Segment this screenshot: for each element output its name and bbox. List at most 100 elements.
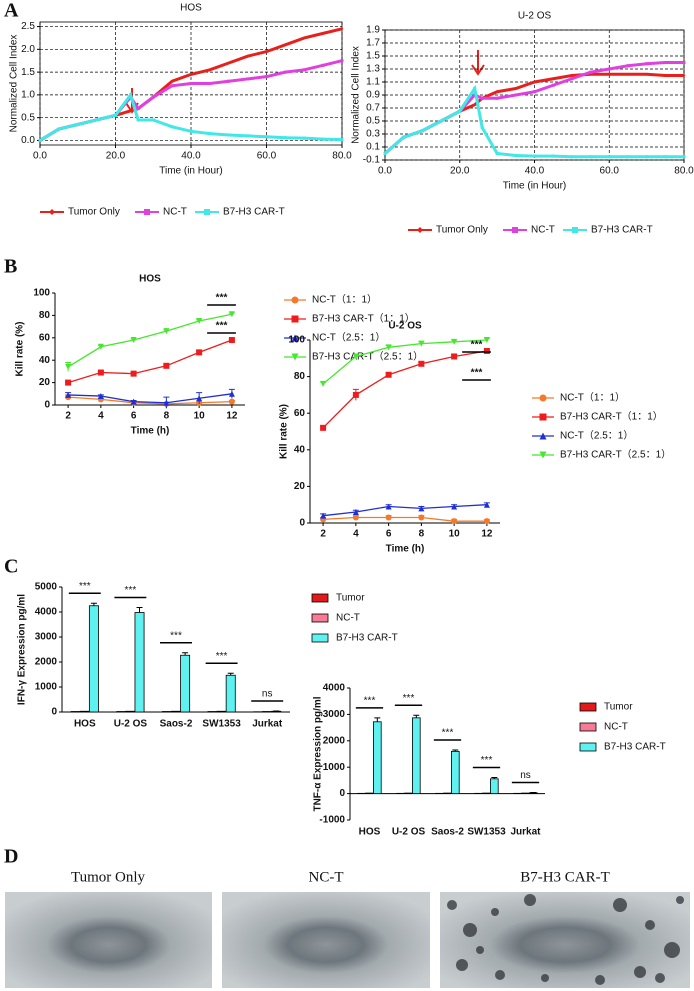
legend-marker [572,227,578,233]
y-tick-label: 60 [294,408,306,419]
y-tick-label: 1.5 [21,67,35,78]
point [340,59,344,63]
x-tick-label: 8 [164,411,170,422]
x-axis-label: Time (h) [386,544,425,555]
y-tick-label: 1.0 [21,90,35,101]
point [626,64,630,68]
point [283,43,287,47]
point [227,79,231,83]
point [418,505,425,512]
bar [88,605,99,713]
micrograph [440,892,690,988]
annotation: *** [125,585,137,596]
chart-title: HOS [180,3,202,14]
point [418,340,425,347]
point [95,118,99,122]
legend-label: NC-T（1：1） [560,392,625,404]
bar [207,711,218,713]
bar [116,711,127,713]
y-tick-label: 60 [39,332,51,343]
legend-swatch [311,633,329,643]
point [570,77,574,81]
annotation: ns [262,689,273,700]
x-tick-label: 60.0 [257,151,277,162]
x-tick-label: 12 [481,529,493,540]
y-tick-label: 0.5 [21,112,35,123]
point [533,80,536,84]
x-tick-label: 10 [194,411,206,422]
point [607,67,611,71]
point [130,398,137,405]
point [514,93,518,97]
y-tick-label: 3000 [35,632,58,643]
point [480,126,484,129]
point [352,391,359,398]
point [228,390,235,397]
series-line [323,504,487,517]
point [163,328,170,335]
x-tick-label: 20.0 [106,151,126,162]
point [163,399,170,406]
point [682,74,686,77]
annotation: ns [520,770,531,781]
series-line [67,339,233,384]
legend-label: B7-H3 CAR-T [591,225,653,236]
x-tick-label: U-2 OS [114,719,148,730]
legend-marker [49,209,55,215]
error-bar [452,749,459,752]
legend-label: B7-H3 CAR-T（2.5：1） [312,351,423,363]
x-tick-label: 4 [98,411,104,422]
bar [411,717,421,794]
legend-marker [291,334,299,342]
point [663,61,667,64]
legend-marker [291,353,299,361]
point [97,369,104,376]
x-tick-label: U-2 OS [392,827,426,838]
series-line [68,396,232,405]
error-bar [413,714,420,718]
point [302,136,306,140]
legend-marker [204,209,210,215]
y-tick-label: 0.1 [366,142,380,153]
point [65,363,72,370]
point [645,155,649,159]
x-tick-label: SW1353 [202,719,241,730]
legend-label: B7-H3 CAR-T [223,207,285,218]
point [129,109,133,113]
point [208,132,212,136]
point [589,70,593,74]
y-axis-label: Kill rate (%) [279,404,290,459]
point [607,155,611,159]
series-line [39,91,343,142]
point [302,68,306,72]
point [495,90,499,94]
point [352,514,359,521]
legend-marker [539,451,547,459]
x-tick-label: 40.0 [525,166,545,177]
point [607,72,611,76]
point [170,125,174,129]
point [533,90,536,94]
point [196,318,203,324]
point [76,123,80,126]
point [151,95,155,99]
point [352,509,359,516]
y-tick-label: -0.1 [363,155,381,166]
legend-label: NC-T [604,722,628,733]
x-tick-label: 2 [65,411,71,422]
image-label: B7-H3 CAR-T [520,869,610,885]
legend-marker [291,296,299,304]
point [228,337,235,344]
point [227,133,231,137]
error-bar [491,776,498,779]
bar [482,792,491,795]
y-tick-label: 20 [294,481,306,492]
point [170,79,174,83]
y-tick-label: 4000 [35,607,58,618]
annotation: *** [216,321,228,332]
point [514,153,518,157]
bar [134,612,145,713]
bar [521,792,530,795]
point [570,155,574,159]
point [663,155,667,159]
